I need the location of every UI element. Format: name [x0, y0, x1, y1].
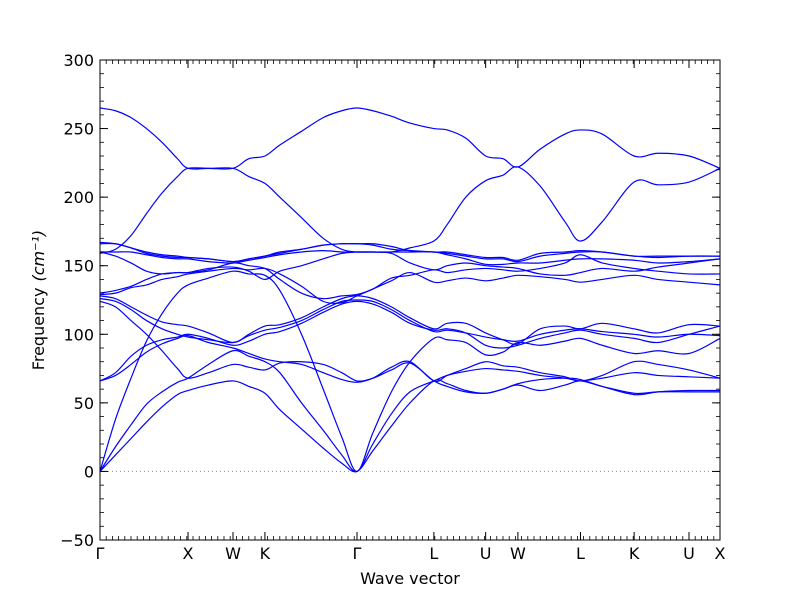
x-tick-label-1: Γ	[96, 544, 105, 563]
band-lines	[100, 107, 720, 473]
x-tick-label-12: X	[715, 544, 726, 563]
y-axis-label-text: Frequency	[29, 288, 48, 371]
x-tick-label-5: Γ	[353, 544, 362, 563]
y-tick-label: 200	[63, 188, 94, 207]
y-tick-label: 250	[63, 120, 94, 139]
band-line-6	[100, 300, 720, 396]
band-line-15	[100, 166, 720, 254]
y-tick-label: −50	[60, 531, 94, 550]
y-tick-label: 150	[63, 257, 94, 276]
band-line-5	[100, 300, 720, 382]
band-line-1	[100, 379, 720, 473]
y-tick-label: 0	[84, 462, 94, 481]
x-tick-label-10: K	[629, 544, 640, 563]
y-tick-label: 100	[63, 325, 94, 344]
x-tick-label-11: U	[683, 544, 695, 563]
y-axis-label: Frequency (cm⁻¹)	[29, 230, 48, 370]
y-axis-unit: (cm⁻¹)	[29, 230, 48, 282]
x-tick-label-9: L	[576, 544, 585, 563]
band-line-13	[100, 242, 720, 263]
x-tick-label-8: W	[510, 544, 526, 563]
x-tick-label-2: X	[183, 544, 194, 563]
band-line-3	[100, 270, 720, 473]
y-tick-label: 50	[74, 394, 94, 413]
band-line-16	[100, 107, 720, 170]
x-tick-label-6: L	[429, 544, 438, 563]
x-tick-label-7: U	[480, 544, 492, 563]
band-line-14	[100, 241, 720, 263]
x-axis-label: Wave vector	[360, 569, 460, 588]
y-tick-label: 300	[63, 51, 94, 70]
band-line-8	[100, 295, 720, 345]
plot-area	[100, 107, 720, 473]
x-tick-label-4: K	[260, 544, 271, 563]
x-tick-label-3: W	[225, 544, 241, 563]
